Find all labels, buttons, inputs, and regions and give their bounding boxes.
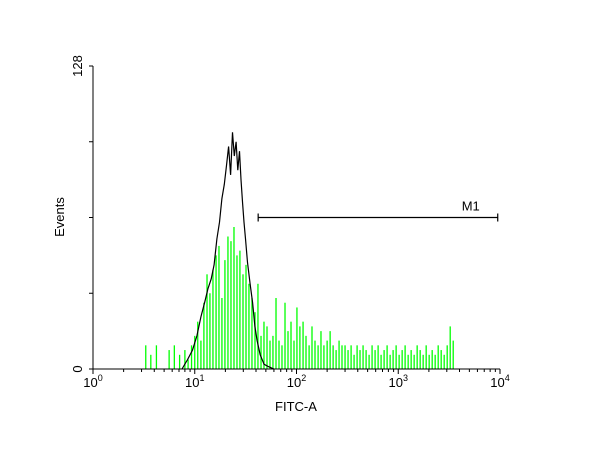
- x-axis-ticks: [92, 369, 501, 374]
- x-tick-label-10: 101: [185, 373, 204, 390]
- outline-histogram-line: [181, 132, 275, 370]
- marker-m1: M1: [257, 199, 499, 222]
- x-tick-label-1000: 103: [389, 373, 408, 390]
- outline-series: [181, 132, 275, 370]
- y-axis-ticks: [89, 65, 93, 370]
- marker-m1-label: M1: [462, 199, 480, 214]
- x-tick-label-100: 102: [287, 373, 306, 390]
- y-axis-title: Events: [52, 197, 67, 237]
- y-tick-label-max: 128: [70, 55, 85, 77]
- x-tick-label-1: 100: [83, 373, 102, 390]
- y-tick-label-min: 0: [70, 365, 85, 372]
- green-series: [145, 226, 454, 369]
- x-axis-title: FITC-A: [275, 399, 317, 414]
- x-tick-label-10000: 104: [490, 373, 509, 390]
- x-tick-labels: 100 101 102 103 104: [83, 373, 509, 390]
